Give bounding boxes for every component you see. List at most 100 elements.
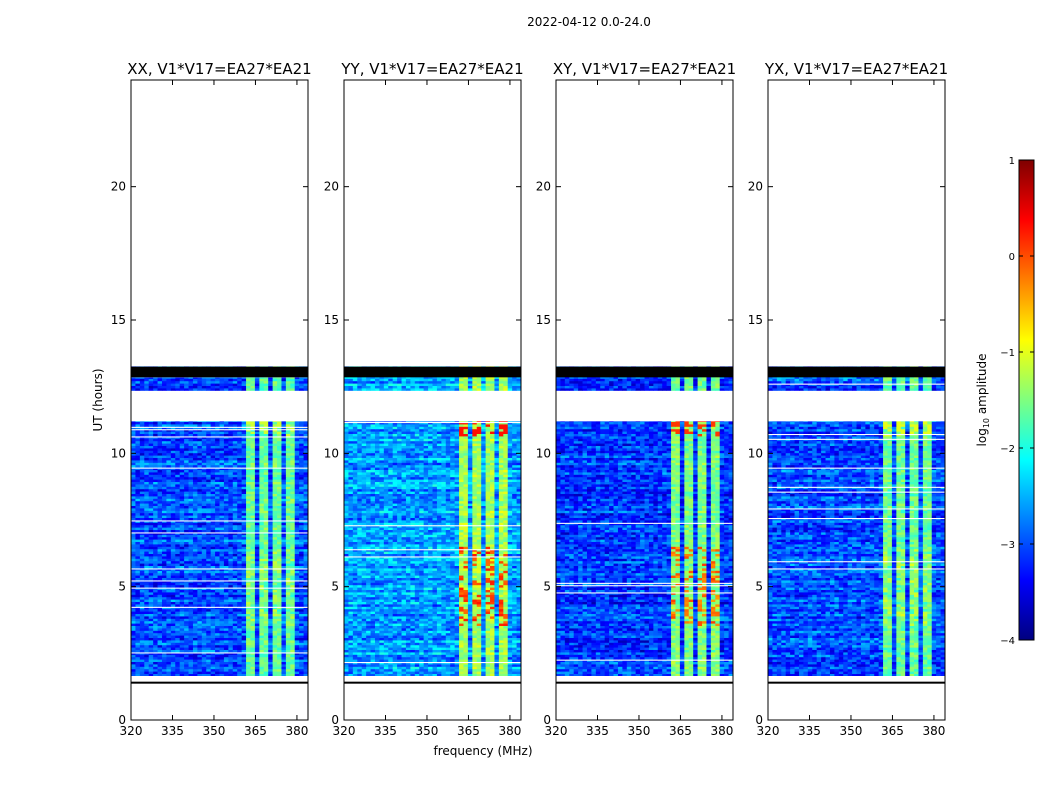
spectrum-cell	[219, 572, 225, 576]
spectrum-cell	[139, 553, 145, 557]
spectrum-cell	[139, 503, 145, 506]
rfi-band-cell	[285, 505, 291, 509]
spectrum-cell	[166, 584, 172, 588]
spectrum-cell	[157, 601, 163, 605]
spectrum-cell	[237, 644, 243, 648]
spectrum-cell	[179, 440, 185, 444]
spectrum-cell	[294, 582, 300, 586]
rfi-band-cell	[277, 563, 282, 566]
rfi-band-cell	[472, 664, 478, 667]
rfi-band-cell	[272, 584, 278, 588]
spectrum-cell	[166, 524, 172, 528]
spectrum-cell	[232, 469, 238, 473]
spectrum-cell	[254, 383, 260, 386]
rfi-band-cell	[285, 620, 291, 624]
rfi-band-cell	[259, 577, 265, 581]
spectrum-cell	[148, 508, 154, 511]
spectrum-cell	[219, 484, 225, 487]
spectrum-cell	[170, 654, 176, 658]
spectrum-cell	[237, 553, 243, 557]
rfi-band-cell	[272, 515, 278, 518]
rfi-band-cell	[246, 642, 251, 646]
spectrum-cell	[153, 560, 158, 564]
spectrum-cell	[131, 498, 136, 502]
rfi-band-cell	[285, 488, 291, 492]
rfi-band-cell	[272, 421, 278, 425]
spectrum-cell	[232, 544, 238, 547]
spectrum-cell	[170, 431, 176, 434]
rfi-band-cell	[246, 476, 251, 480]
spectrum-cell	[254, 496, 260, 499]
rfi-band-cell	[246, 421, 251, 425]
spectrum-cell	[197, 664, 203, 667]
spectrum-cell	[210, 472, 216, 475]
rfi-band-cell	[277, 383, 282, 386]
spectrum-cell	[135, 584, 141, 588]
rfi-band-cell	[263, 608, 269, 612]
spectrum-cell	[184, 644, 189, 648]
spectrum-cell	[184, 544, 189, 547]
rfi-band-cell	[285, 611, 291, 614]
spectrum-cell	[254, 443, 260, 446]
spectrum-cell	[179, 608, 185, 612]
rfi-band-cell	[246, 424, 251, 427]
spectrum-cell	[219, 599, 225, 602]
rfi-band-cell	[259, 575, 265, 578]
spectrum-cell	[157, 431, 163, 434]
spectrum-cell	[144, 625, 150, 629]
spectrum-cell	[170, 635, 176, 638]
spectrum-cell	[241, 536, 247, 540]
spectrum-cell	[294, 644, 300, 648]
spectrum-cell	[157, 635, 163, 638]
spectrum-cell	[175, 656, 181, 660]
spectrum-cell	[157, 630, 163, 634]
spectrum-cell	[237, 500, 243, 504]
spectrum-cell	[450, 668, 456, 672]
spectrum-cell	[254, 625, 260, 629]
rfi-band-cell	[246, 548, 251, 552]
spectrum-cell	[179, 378, 185, 382]
rfi-band-cell	[290, 544, 296, 547]
spectrum-cell	[192, 448, 198, 451]
spectrum-cell	[166, 448, 172, 451]
rfi-band-cell	[290, 498, 296, 502]
rfi-band-cell	[263, 604, 269, 607]
spectrum-cell	[281, 491, 287, 494]
spectrum-cell	[148, 462, 154, 466]
spectrum-cell	[228, 599, 234, 602]
spectrum-cell	[179, 539, 185, 542]
spectrum-cell	[188, 508, 194, 511]
spectrum-cell	[188, 623, 194, 626]
spectrum-cell	[206, 500, 212, 504]
spectrum-cell	[237, 596, 243, 600]
rfi-band-cell	[263, 599, 269, 602]
spectrum-cell	[206, 481, 212, 485]
spectrum-cell	[241, 424, 247, 427]
spectrum-cell	[228, 664, 234, 667]
spectrum-cell	[139, 649, 145, 653]
spectrum-cell	[215, 457, 220, 461]
spectrum-cell	[294, 476, 300, 480]
spectrum-cell	[232, 424, 238, 427]
spectrum-cell	[294, 431, 300, 434]
rfi-band-cell	[259, 664, 265, 667]
spectrum-cell	[131, 635, 136, 638]
spectrum-cell	[223, 385, 229, 389]
spectrum-cell	[192, 383, 198, 386]
spectrum-cell	[294, 668, 300, 672]
spectrum-cell	[157, 380, 163, 384]
spectrum-cell	[135, 486, 141, 490]
spectrum-cell	[184, 385, 189, 389]
spectrum-cell	[281, 548, 287, 552]
spectrum-cell	[223, 536, 229, 540]
spectrum-cell	[299, 508, 304, 511]
spectrum-cell	[215, 500, 220, 504]
spectrum-cell	[175, 644, 181, 648]
spectrum-cell	[170, 556, 176, 559]
spectrum-cell	[228, 515, 234, 518]
spectrum-cell	[299, 671, 304, 674]
spectrum-cell	[228, 604, 234, 607]
spectrum-cell	[206, 565, 212, 569]
spectrum-cell	[206, 553, 212, 557]
